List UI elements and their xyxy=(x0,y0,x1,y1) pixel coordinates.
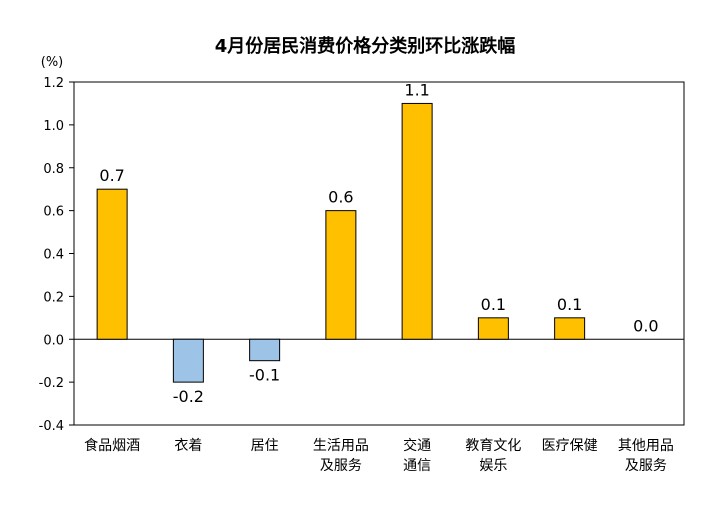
bar xyxy=(249,338,281,362)
x-category-label: 交通 xyxy=(403,437,431,454)
y-tick-label: 0.2 xyxy=(43,290,64,305)
bar xyxy=(325,210,357,340)
y-tick-label: 0.0 xyxy=(43,333,64,348)
value-label: 0.1 xyxy=(557,295,582,314)
y-tick-label: -0.2 xyxy=(39,376,64,391)
x-category-label: 其他用品 xyxy=(618,438,674,454)
bar xyxy=(172,338,204,383)
bar xyxy=(477,317,509,340)
x-category-label: 衣着 xyxy=(174,438,202,454)
chart-title: 4月份居民消费价格分类别环比涨跌幅 xyxy=(215,35,516,57)
y-axis-unit-label: (%) xyxy=(41,55,64,70)
x-category-label: 食品烟酒 xyxy=(84,437,140,454)
x-category-label: 通信 xyxy=(403,458,431,474)
y-tick-label: 0.4 xyxy=(43,248,64,263)
value-label: 0.6 xyxy=(328,188,353,207)
x-category-label: 教育文化 xyxy=(465,438,521,454)
value-label: 1.1 xyxy=(404,80,429,99)
bar xyxy=(401,102,433,340)
value-label: 0.7 xyxy=(99,166,124,185)
bar xyxy=(554,317,586,340)
bars xyxy=(96,102,586,383)
value-labels: 0.7 -0.2 -0.1 0.6 1.1 0.1 0.1 0.0 xyxy=(99,80,658,406)
value-label: 0.0 xyxy=(633,316,658,335)
x-category-label: 及服务 xyxy=(320,458,362,474)
x-category-label: 生活用品 xyxy=(313,438,369,454)
plot-area-frame xyxy=(73,81,685,426)
value-label: 0.1 xyxy=(481,295,506,314)
value-label: -0.1 xyxy=(249,366,280,385)
y-axis-ticks: 1.2 1.0 0.8 0.6 0.4 0.2 0.0 -0.2 -0.4 xyxy=(39,76,74,434)
y-tick-label: 1.2 xyxy=(43,76,64,91)
y-tick-label: 1.0 xyxy=(43,119,64,134)
x-category-label: 医疗保健 xyxy=(542,438,598,454)
value-label: -0.2 xyxy=(173,387,204,406)
x-category-label: 居住 xyxy=(251,438,279,454)
x-category-label: 及服务 xyxy=(625,458,667,474)
y-tick-label: 0.8 xyxy=(43,162,64,177)
y-tick-label: -0.4 xyxy=(39,419,64,434)
bar xyxy=(96,188,128,340)
x-category-label: 娱乐 xyxy=(479,458,507,474)
y-tick-label: 0.6 xyxy=(43,205,64,220)
